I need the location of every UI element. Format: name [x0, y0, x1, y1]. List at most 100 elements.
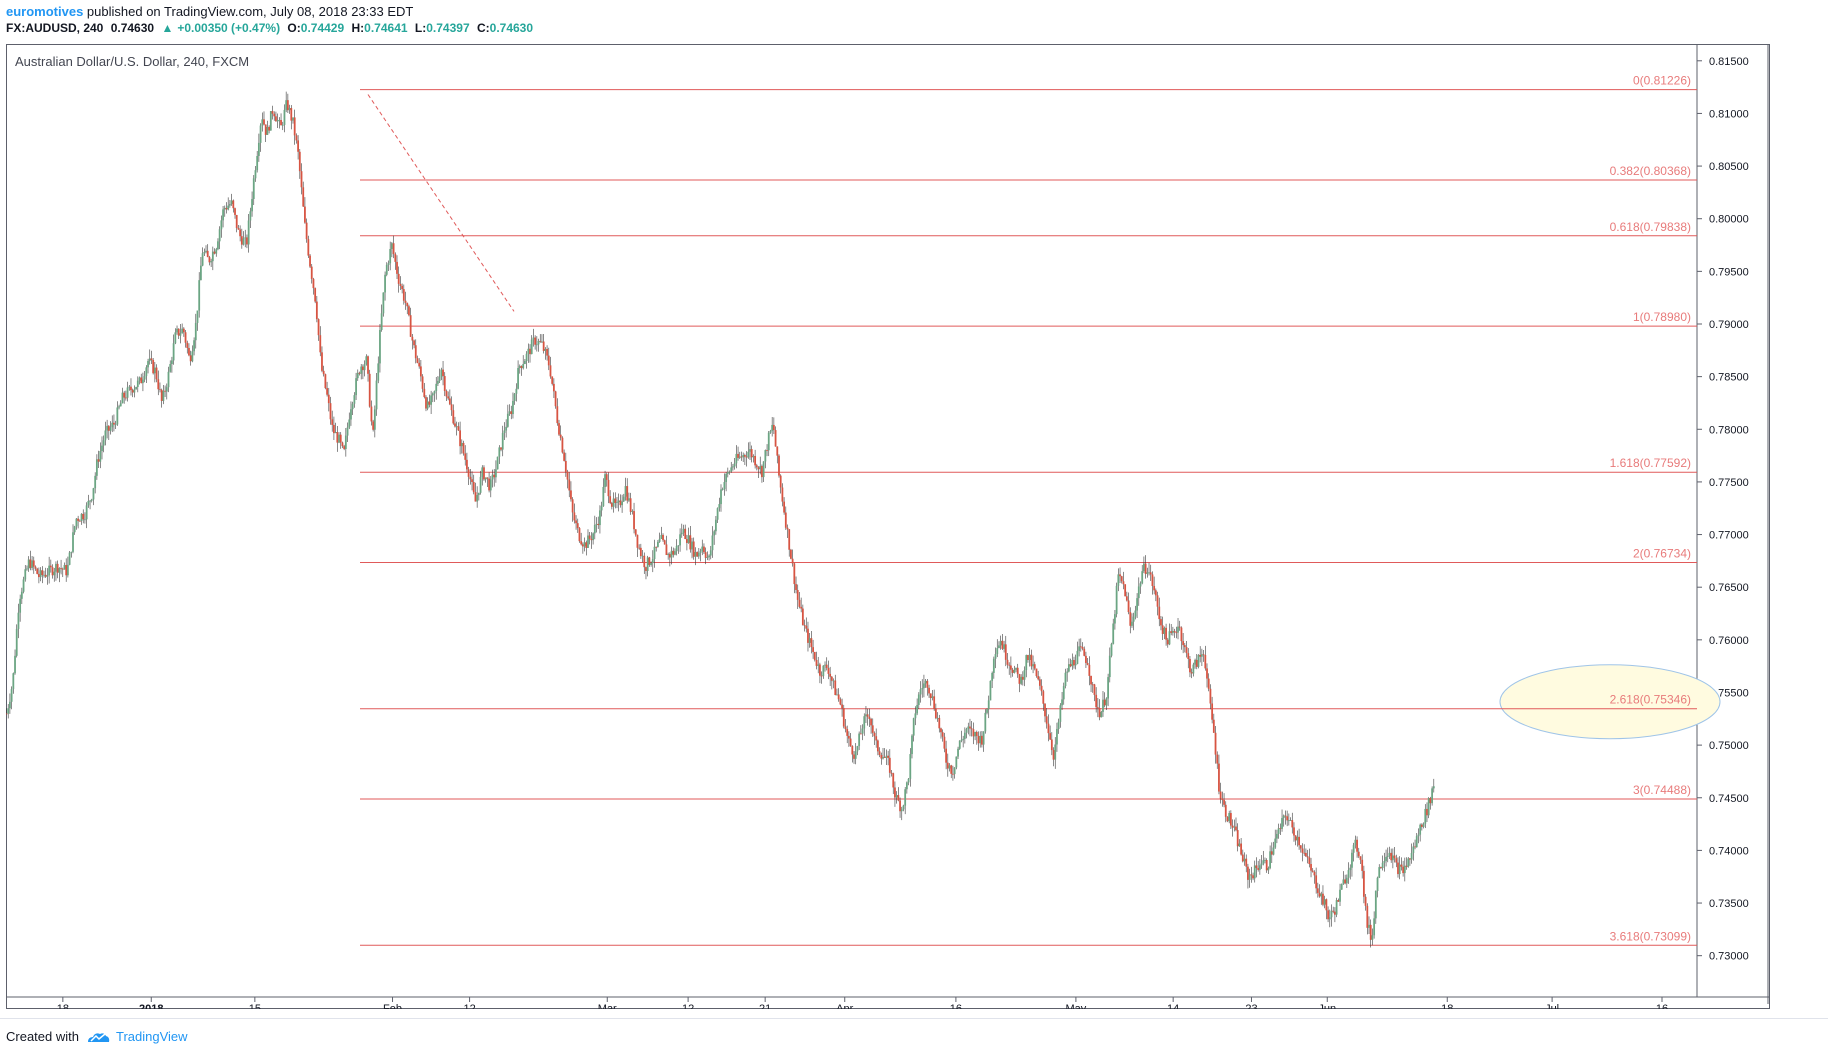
candle-up	[1141, 571, 1144, 584]
candle-down	[1008, 664, 1011, 666]
candle-down	[413, 340, 415, 346]
candle-up	[900, 809, 903, 812]
candle-down	[34, 566, 37, 569]
candle-up	[713, 531, 716, 536]
candle-up	[730, 467, 733, 472]
candle-down	[423, 388, 426, 398]
candle-down	[546, 349, 548, 356]
candle-down	[750, 449, 753, 458]
candle-down	[1129, 612, 1132, 626]
candle-down	[813, 651, 816, 660]
candle-up	[822, 665, 825, 676]
candle-down	[486, 477, 489, 479]
candle-up	[491, 474, 494, 480]
candle-up	[75, 518, 78, 527]
candle-down	[941, 732, 944, 737]
candle-down	[1279, 828, 1282, 830]
candle-down	[315, 301, 318, 320]
candle-up	[716, 508, 719, 520]
candle-down	[411, 336, 414, 341]
candle-down	[273, 113, 276, 117]
candle-down	[1325, 899, 1328, 911]
candle-up	[602, 486, 605, 507]
candle-down	[392, 243, 395, 255]
candle-up	[958, 740, 961, 749]
candle-down	[812, 647, 814, 652]
candle-up	[527, 348, 530, 354]
candle-down	[32, 560, 35, 567]
candle-up	[203, 252, 206, 254]
candle-down	[309, 255, 311, 267]
candlestick-chart[interactable]: 0.81500 0.81000 0.80500 0.80000 0.79500 0.790…	[6, 44, 1770, 1009]
x-tick-label: 18	[57, 1003, 69, 1009]
candle-up	[119, 403, 122, 407]
candle-up	[205, 250, 207, 253]
fib-level-label: 0.618(0.79838)	[1610, 220, 1691, 234]
candle-up	[95, 459, 98, 476]
tradingview-link[interactable]: TradingView	[116, 1029, 188, 1044]
candle-up	[996, 648, 999, 655]
candle-down	[1182, 641, 1185, 646]
candle-down	[801, 608, 804, 626]
candle-down	[1010, 665, 1012, 670]
candle-up	[360, 366, 363, 374]
candle-up	[1197, 654, 1200, 667]
y-tick-label: 0.77500	[1709, 477, 1749, 489]
candle-down	[1390, 852, 1393, 861]
change-up-icon: ▲	[161, 21, 174, 35]
candle-down	[529, 348, 531, 355]
candle-down	[1291, 820, 1294, 828]
candle-up	[1067, 664, 1070, 672]
candle-up	[58, 568, 61, 573]
candle-up	[1200, 654, 1203, 657]
candle-down	[397, 273, 400, 284]
candle-down	[1402, 866, 1405, 874]
author-link[interactable]: euromotives	[6, 4, 84, 19]
candle-up	[1062, 686, 1065, 700]
candle-down	[1303, 852, 1306, 854]
candle-up	[931, 696, 934, 699]
candle-up	[1320, 893, 1323, 897]
candle-up	[377, 363, 380, 381]
candle-down	[1207, 678, 1210, 689]
candle-up	[885, 755, 888, 758]
candle-down	[1306, 856, 1309, 858]
candle-down	[597, 523, 600, 526]
candle-down	[329, 403, 332, 420]
candle-down	[208, 257, 211, 263]
candle-down	[755, 465, 758, 468]
chart-frame	[6, 44, 1770, 1009]
candle-down	[928, 687, 930, 694]
candle-down	[1229, 813, 1232, 826]
candle-up	[1354, 839, 1357, 846]
candle-up	[921, 688, 924, 690]
candle-up	[1274, 838, 1277, 848]
candle-down	[692, 541, 695, 557]
candle-down	[442, 369, 444, 377]
candle-up	[350, 409, 352, 420]
candle-up	[616, 502, 618, 503]
candle-down	[421, 376, 424, 389]
candle-down	[581, 544, 584, 547]
candle-down	[897, 795, 900, 801]
candle-up	[283, 109, 286, 125]
candle-down	[310, 266, 313, 279]
candle-up	[1374, 891, 1377, 919]
candle-down	[452, 410, 455, 424]
candle-up	[1351, 852, 1353, 868]
candle-down	[1185, 647, 1188, 654]
candle-down	[815, 659, 818, 666]
close-value: 0.74630	[489, 21, 534, 35]
candle-up	[1258, 865, 1261, 870]
candle-down	[779, 475, 782, 488]
candle-up	[285, 100, 288, 110]
candle-down	[573, 512, 576, 521]
candle-down	[1310, 864, 1312, 871]
candle-down	[829, 673, 832, 677]
x-tick-label: Jul	[1545, 1003, 1559, 1009]
candle-down	[1395, 858, 1398, 863]
candle-down	[206, 250, 209, 258]
candle-up	[1136, 598, 1138, 611]
candle-up	[66, 564, 69, 576]
candle-down	[1240, 843, 1243, 855]
